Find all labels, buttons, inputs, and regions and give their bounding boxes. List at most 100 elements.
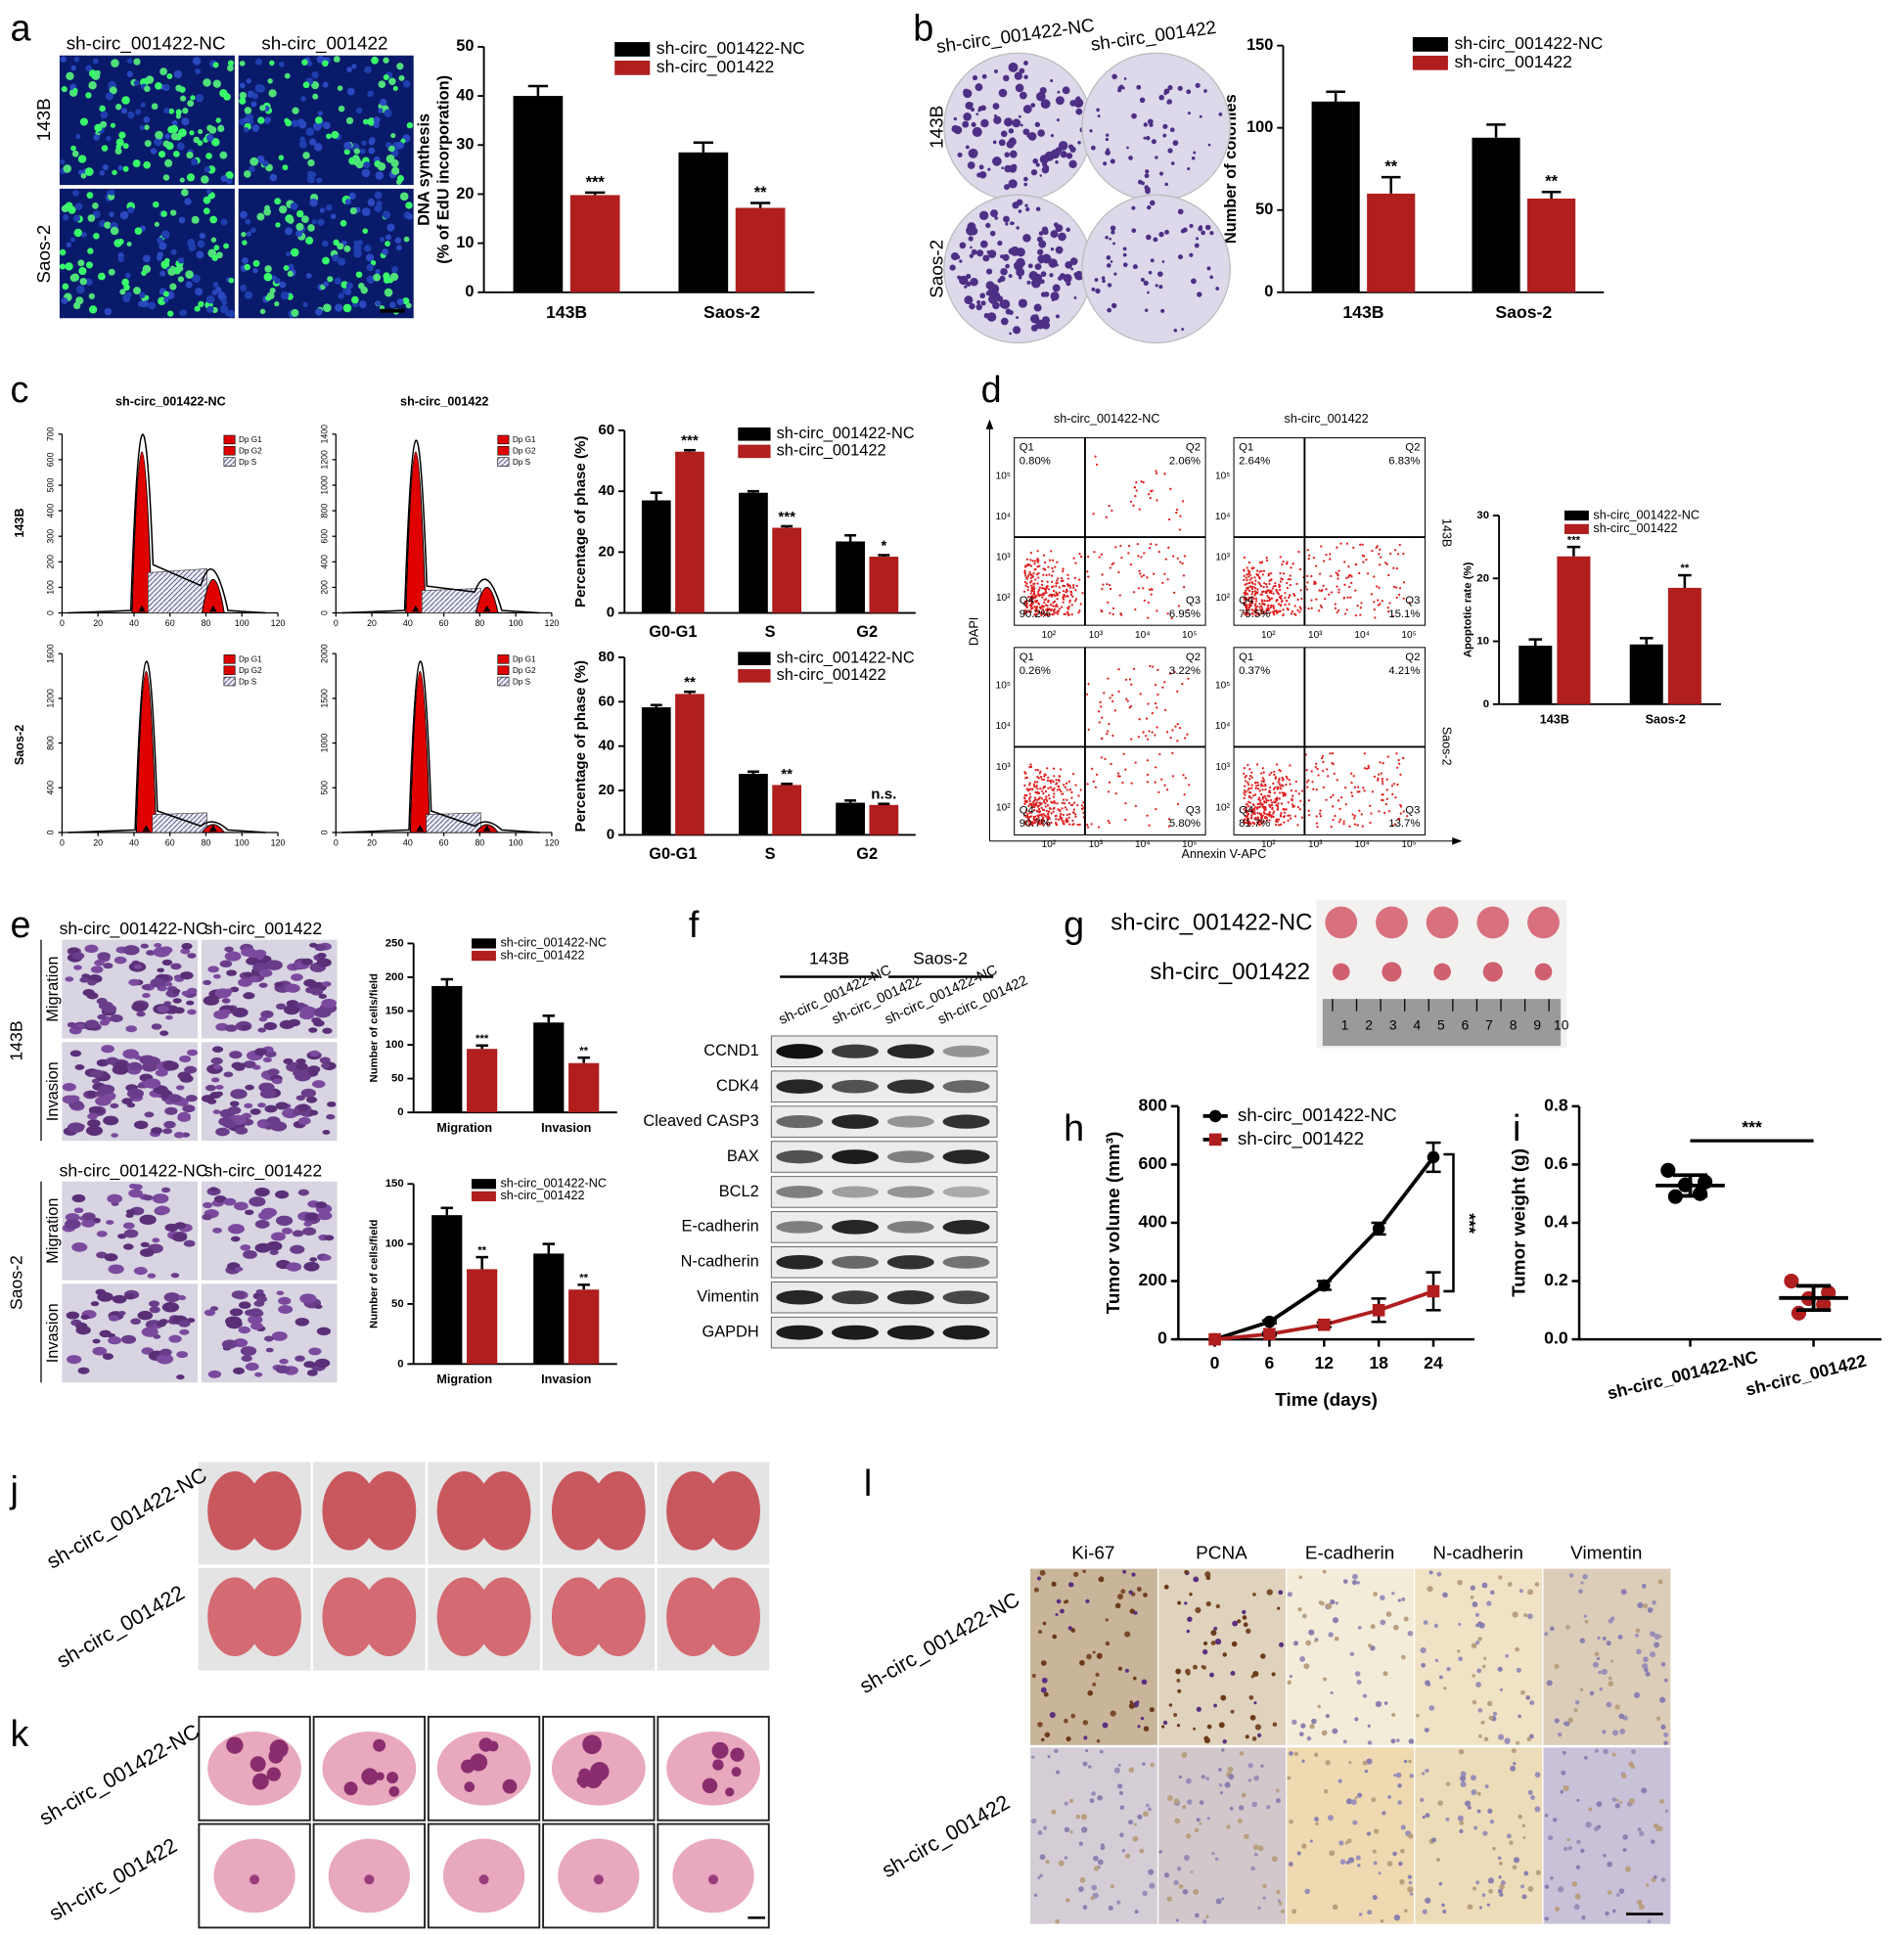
cell <box>211 254 218 261</box>
cell <box>219 151 228 159</box>
colony <box>1027 132 1037 141</box>
event <box>1385 788 1388 791</box>
bar <box>533 1253 565 1365</box>
colony <box>994 216 999 220</box>
quadrant-value: 90.7% <box>1020 818 1051 830</box>
event <box>1051 612 1054 616</box>
cell <box>1037 1829 1043 1836</box>
cell <box>245 1209 254 1216</box>
event <box>1023 609 1026 612</box>
y-tick-label: 800 <box>319 504 329 518</box>
event <box>1285 783 1288 787</box>
event <box>1109 566 1111 569</box>
event <box>1061 801 1064 805</box>
legend-swatch <box>1564 523 1589 534</box>
cell <box>1660 1724 1666 1731</box>
legend-swatch <box>1564 510 1589 521</box>
y-axis-label: Tumor weight (g) <box>1510 1148 1530 1297</box>
event <box>1270 814 1273 817</box>
cell <box>1055 1612 1059 1617</box>
cell <box>1186 1629 1191 1634</box>
event <box>1379 761 1382 764</box>
colony <box>1025 206 1030 212</box>
event <box>1063 593 1065 597</box>
cell <box>1031 1755 1035 1759</box>
cell <box>119 210 129 220</box>
cell <box>1607 1890 1612 1895</box>
y-tick-label: 10³ <box>996 552 1011 562</box>
bar <box>641 500 671 613</box>
y-tick-label: 100 <box>385 1238 404 1250</box>
event <box>1072 811 1075 814</box>
event <box>1063 784 1065 787</box>
event <box>1339 795 1343 799</box>
cell <box>1583 1755 1588 1760</box>
y-tick-label: 150 <box>385 1006 404 1017</box>
cell <box>312 1080 326 1089</box>
cell <box>1374 1828 1380 1834</box>
event <box>1048 806 1052 810</box>
event <box>1320 606 1324 609</box>
cell <box>1366 1831 1372 1836</box>
event <box>1306 549 1309 552</box>
event <box>1358 790 1361 793</box>
significance: * <box>881 537 886 554</box>
y-tick-label: 20 <box>456 185 474 202</box>
cell <box>179 177 185 183</box>
cell <box>1136 1586 1142 1592</box>
event <box>1111 607 1115 610</box>
event <box>1028 766 1031 769</box>
event <box>1062 569 1065 573</box>
y-tick-label: 200 <box>45 555 55 569</box>
event <box>1337 799 1340 802</box>
cell <box>1314 1639 1318 1642</box>
colony <box>1166 99 1172 105</box>
cell <box>182 1104 196 1113</box>
cell <box>370 259 377 266</box>
event <box>1259 593 1262 596</box>
event <box>1337 577 1339 580</box>
event <box>1351 794 1354 797</box>
cell <box>1420 1797 1425 1803</box>
cell <box>269 60 275 66</box>
cell <box>294 1071 311 1082</box>
cell <box>1445 1817 1450 1822</box>
cell <box>295 1355 305 1362</box>
event <box>1135 489 1138 492</box>
cell <box>177 1071 192 1080</box>
event <box>1258 819 1261 822</box>
event <box>1036 769 1040 772</box>
cell <box>73 1207 84 1214</box>
event <box>1247 787 1250 790</box>
event <box>1032 596 1035 599</box>
event <box>1181 682 1184 686</box>
event <box>1049 781 1053 785</box>
colony <box>1018 298 1028 308</box>
y-tick-label: 0 <box>319 610 329 615</box>
cell <box>1647 1607 1654 1613</box>
cell <box>178 1320 191 1328</box>
cell <box>173 69 183 79</box>
event <box>1061 820 1065 823</box>
event <box>1363 767 1366 770</box>
cell <box>1199 1822 1202 1825</box>
cell <box>1408 1738 1415 1744</box>
event <box>1252 807 1255 810</box>
event <box>1069 586 1072 589</box>
event <box>1129 562 1132 566</box>
event <box>1178 727 1182 730</box>
event <box>1273 791 1276 794</box>
event <box>1100 705 1103 708</box>
cell <box>1338 1840 1344 1846</box>
colony <box>965 145 970 150</box>
event <box>1045 795 1048 798</box>
cell <box>355 271 363 278</box>
y-tick-label: 10³ <box>1215 552 1230 562</box>
event <box>1243 578 1246 581</box>
cell <box>312 93 319 100</box>
x-tick-label: 18 <box>1369 1353 1388 1372</box>
bar <box>735 207 786 292</box>
cell <box>1622 1834 1628 1840</box>
colony <box>1160 308 1165 313</box>
event <box>1296 824 1299 827</box>
